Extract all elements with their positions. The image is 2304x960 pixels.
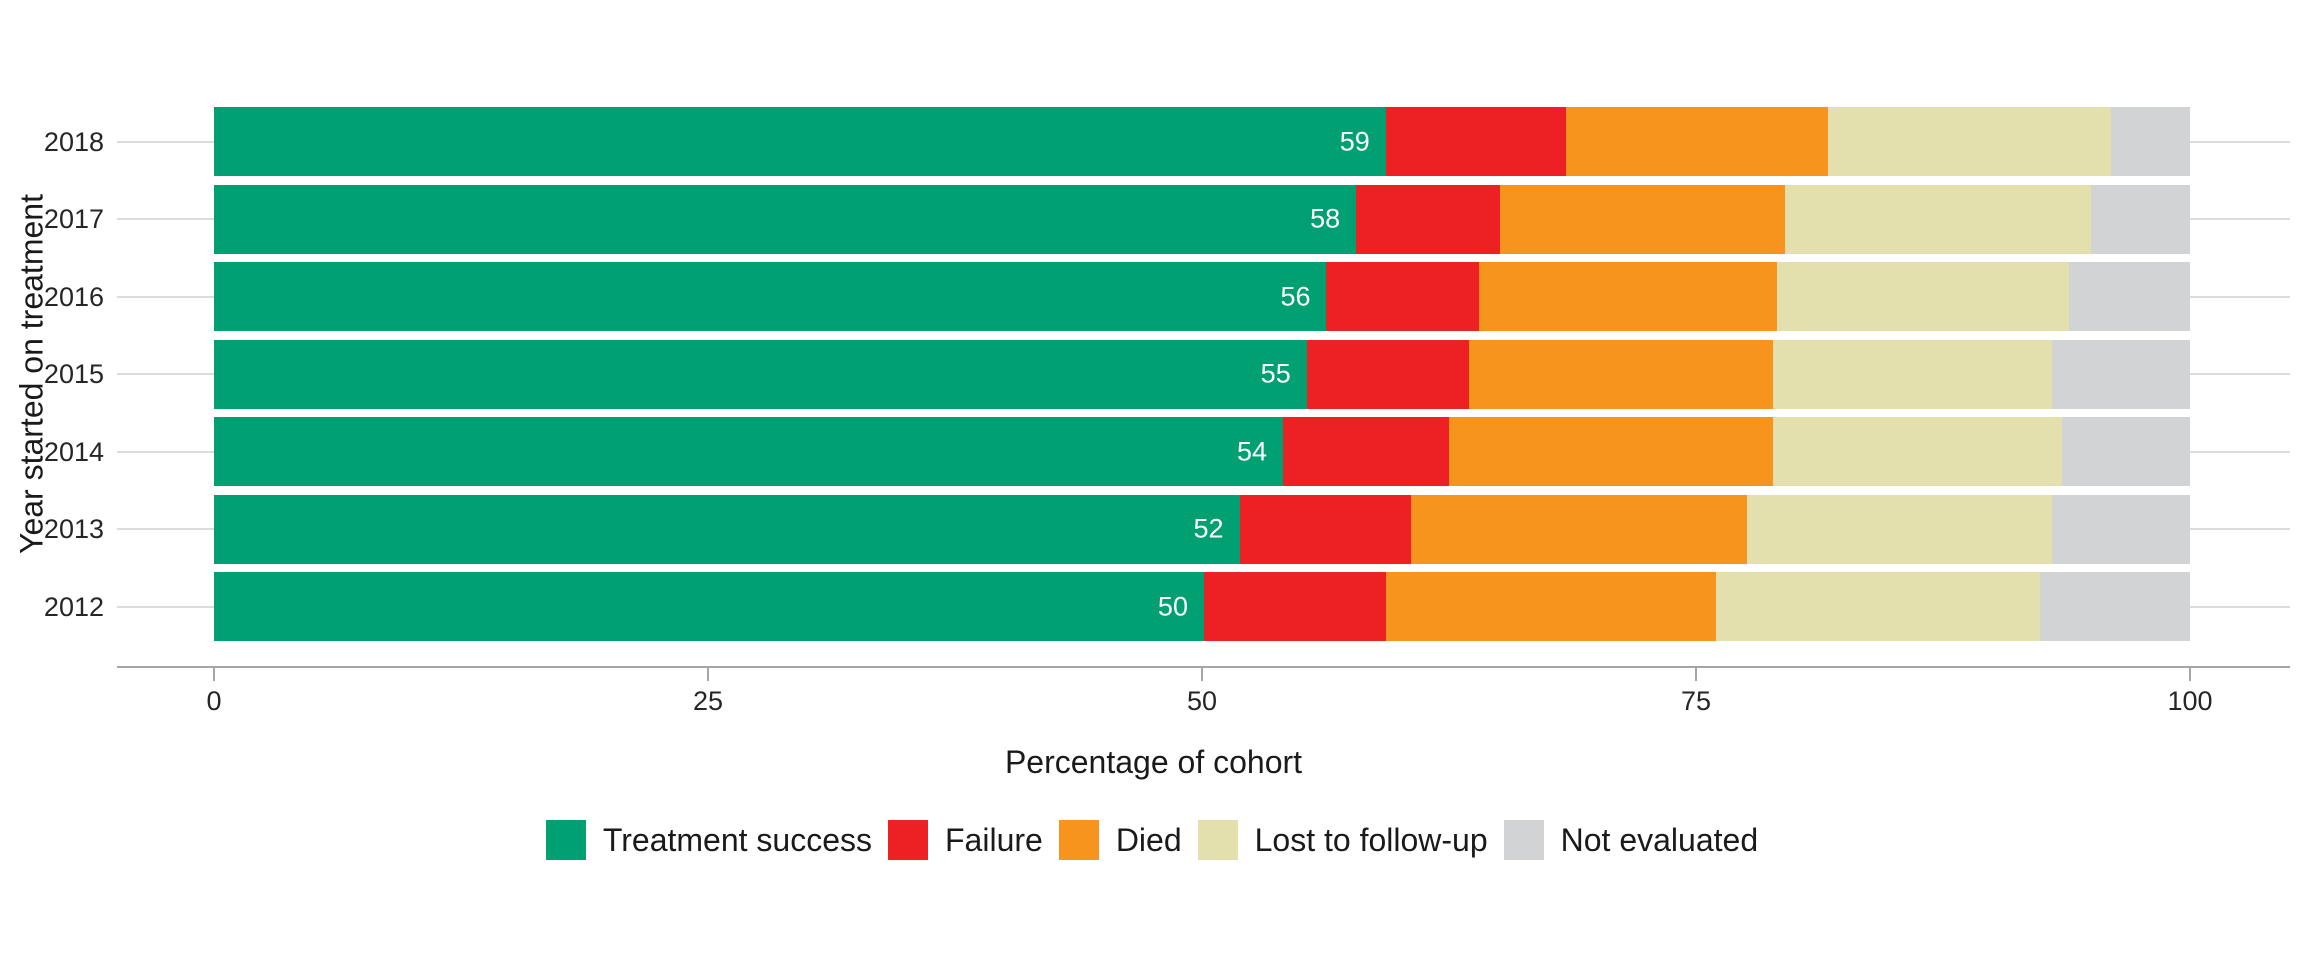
bar-segment-treatment-success-2016: 56 (214, 262, 1327, 331)
bar-row-2015: 55 (214, 339, 2190, 409)
bar-segment-not-evaluated-2012 (2039, 572, 2190, 641)
bar-segment-died-2018 (1565, 107, 1829, 176)
x-tick-mark (1695, 668, 1697, 681)
y-tick-label-2016: 2016 (43, 281, 104, 312)
x-tick-label: 75 (1680, 686, 1712, 716)
bar-segment-died-2012 (1385, 572, 1716, 641)
y-tick-label-2014: 2014 (43, 436, 104, 467)
bar-segment-failure-2012 (1203, 572, 1386, 641)
bar-segment-failure-2015 (1306, 339, 1469, 409)
legend-label: Lost to follow-up (1254, 822, 1488, 858)
legend-item-failure: Failure (888, 820, 1043, 860)
bar-segment-died-2017 (1500, 184, 1785, 254)
y-tick-label-2012: 2012 (43, 591, 104, 622)
y-tick-label-2015: 2015 (43, 359, 104, 389)
x-axis-title: Percentage of cohort (1004, 744, 1303, 780)
bar-row-2013: 52 (214, 494, 2190, 564)
legend-item-lost-to-follow-up: Lost to follow-up (1197, 820, 1488, 860)
bar-segment-lost-to-follow-up-2012 (1715, 572, 2040, 641)
bar-segment-treatment-success-2018: 59 (214, 107, 1386, 176)
x-tick-label: 50 (1186, 686, 1218, 716)
x-tick-mark (1201, 668, 1203, 681)
bar-segment-lost-to-follow-up-2017 (1784, 184, 2092, 254)
bar-segment-treatment-success-2013: 52 (214, 494, 1240, 564)
bar-segment-not-evaluated-2014 (2061, 417, 2190, 486)
legend-swatch-treatment-success (545, 820, 586, 860)
bar-segment-failure-2017 (1356, 184, 1501, 254)
bar-segment-lost-to-follow-up-2015 (1773, 339, 2052, 409)
bar-segment-died-2016 (1478, 262, 1777, 331)
y-tick-label-2018: 2018 (43, 126, 104, 157)
x-tick-label: 100 (2167, 686, 2213, 716)
bar-segment-not-evaluated-2017 (2091, 184, 2190, 254)
x-tick-label: 25 (692, 686, 724, 716)
x-tick-mark (2189, 668, 2191, 681)
legend-swatch-died (1058, 820, 1099, 860)
bar-row-2016: 56 (214, 262, 2190, 331)
legend-label: Treatment success (602, 822, 872, 858)
bar-segment-not-evaluated-2015 (2051, 339, 2190, 409)
bar-value-label: 58 (1310, 203, 1341, 234)
bar-value-label: 52 (1193, 513, 1224, 544)
bar-row-2018: 59 (214, 107, 2190, 176)
bar-segment-died-2015 (1468, 339, 1774, 409)
legend-label: Not evaluated (1560, 822, 1759, 858)
legend-swatch-failure (888, 820, 928, 860)
x-tick-label: 0 (206, 686, 222, 716)
bar-segment-not-evaluated-2013 (2051, 494, 2190, 564)
bar-value-label: 55 (1260, 358, 1291, 389)
bar-segment-treatment-success-2014: 54 (214, 417, 1284, 486)
bar-row-2014: 54 (214, 417, 2190, 486)
legend-item-died: Died (1058, 820, 1182, 860)
y-tick-label-2017: 2017 (43, 204, 104, 234)
bar-segment-failure-2018 (1385, 107, 1566, 176)
y-tick-label-2013: 2013 (43, 514, 104, 544)
bar-value-label: 54 (1236, 436, 1268, 466)
bar-segment-treatment-success-2017: 58 (214, 184, 1357, 254)
legend-swatch-lost-to-follow-up (1197, 820, 1238, 860)
bar-value-label: 59 (1339, 126, 1370, 156)
legend-swatch-not-evaluated (1503, 820, 1544, 860)
bar-segment-not-evaluated-2016 (2069, 262, 2190, 331)
x-tick-mark (213, 668, 215, 681)
bar-row-2017: 58 (214, 184, 2190, 254)
bar-segment-failure-2016 (1326, 262, 1479, 331)
x-tick-mark (707, 668, 709, 681)
bar-segment-lost-to-follow-up-2014 (1773, 417, 2062, 486)
bar-segment-lost-to-follow-up-2013 (1747, 494, 2052, 564)
bar-row-2012: 50 (214, 572, 2190, 641)
bar-value-label: 56 (1280, 281, 1311, 311)
bar-segment-failure-2013 (1239, 494, 1412, 564)
bar-segment-died-2014 (1448, 417, 1774, 486)
bar-segment-treatment-success-2012: 50 (214, 572, 1204, 641)
legend-label: Failure (945, 822, 1043, 858)
bar-segment-lost-to-follow-up-2018 (1828, 107, 2111, 176)
legend-item-not-evaluated: Not evaluated (1503, 820, 1759, 860)
bar-segment-failure-2014 (1283, 417, 1449, 486)
bar-segment-treatment-success-2015: 55 (214, 339, 1307, 409)
legend-label: Died (1115, 822, 1182, 858)
bar-segment-lost-to-follow-up-2016 (1777, 262, 2070, 331)
bar-value-label: 50 (1157, 591, 1188, 621)
x-axis-line (117, 666, 2290, 668)
legend-item-treatment-success: Treatment success (545, 820, 872, 860)
bar-segment-died-2013 (1411, 494, 1748, 564)
legend: Treatment success Failure Died Lost to foll… (0, 820, 2304, 860)
bar-segment-not-evaluated-2018 (2110, 107, 2190, 176)
